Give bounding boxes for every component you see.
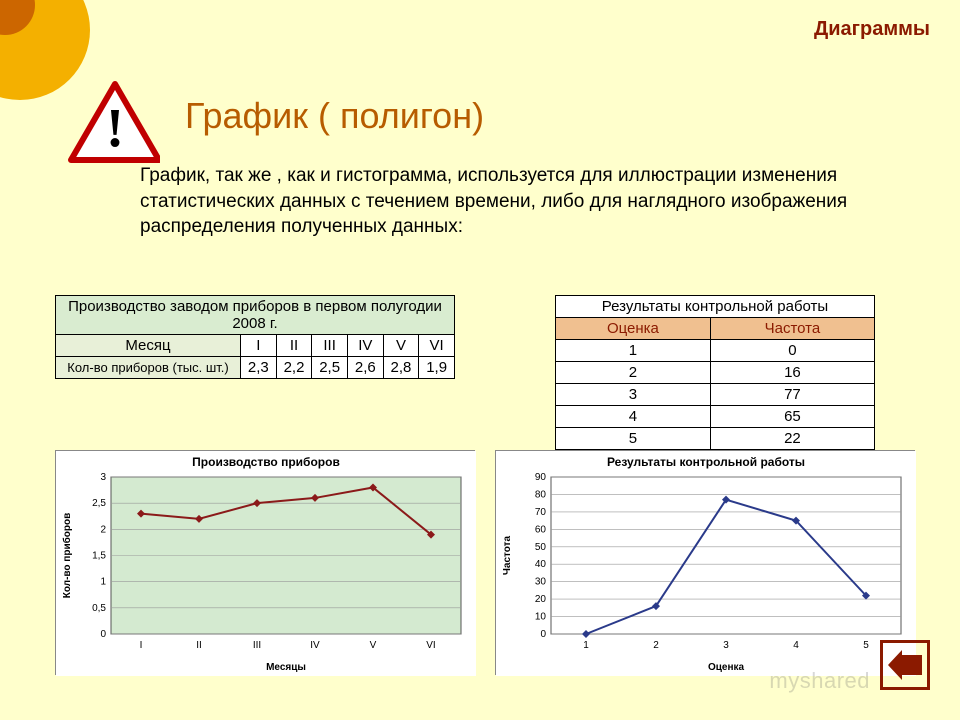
table2-caption: Результаты контрольной работы bbox=[556, 296, 875, 318]
table1-r1c3: III bbox=[312, 335, 348, 357]
table1-r2c1: 2,3 bbox=[241, 357, 277, 379]
svg-text:20: 20 bbox=[535, 594, 547, 605]
table1-r2c5: 2,8 bbox=[383, 357, 419, 379]
svg-text:Частота: Частота bbox=[502, 535, 513, 575]
table1-r2c4: 2,6 bbox=[347, 357, 383, 379]
svg-text:1: 1 bbox=[100, 577, 106, 588]
t2r2a: 2 bbox=[556, 362, 711, 384]
svg-text:Кол-во приборов: Кол-во приборов bbox=[61, 513, 73, 599]
svg-text:5: 5 bbox=[863, 640, 869, 651]
svg-text:2: 2 bbox=[100, 524, 106, 535]
table1-r1c2: II bbox=[276, 335, 312, 357]
production-chart: 00,511,522,53IIIIIIIVVVIПроизводство при… bbox=[55, 450, 475, 675]
tables-row: Производство заводом приборов в первом п… bbox=[55, 295, 925, 450]
t2r3a: 3 bbox=[556, 384, 711, 406]
table1-r1c5: V bbox=[383, 335, 419, 357]
svg-text:Месяцы: Месяцы bbox=[266, 662, 306, 673]
svg-text:3: 3 bbox=[723, 640, 729, 651]
results-chart: 0 10 20 30 40 50 60 70 80 90 1 2 3 4 5 Результаты контр… bbox=[495, 450, 915, 675]
page-title: График ( полигон) bbox=[185, 95, 484, 137]
svg-text:Оценка: Оценка bbox=[708, 662, 745, 673]
table1-caption: Производство заводом приборов в первом п… bbox=[56, 296, 455, 335]
t2r2b: 16 bbox=[710, 362, 874, 384]
svg-text:10: 10 bbox=[535, 612, 547, 623]
arrow-left-icon bbox=[888, 650, 922, 680]
charts-row: 00,511,522,53IIIIIIIVVVIПроизводство при… bbox=[55, 450, 915, 675]
description-paragraph: График, так же , как и гистограмма, испо… bbox=[140, 163, 910, 240]
production-table: Производство заводом приборов в первом п… bbox=[55, 295, 455, 379]
table1-r1c4: IV bbox=[347, 335, 383, 357]
results-table: Результаты контрольной работы Оценка Час… bbox=[555, 295, 875, 450]
svg-text:I: I bbox=[140, 640, 143, 651]
svg-text:40: 40 bbox=[535, 559, 547, 570]
svg-text:IV: IV bbox=[310, 640, 320, 651]
back-button[interactable] bbox=[880, 640, 930, 690]
table2-col2-label: Частота bbox=[710, 318, 874, 340]
svg-text:II: II bbox=[196, 640, 202, 651]
svg-text:80: 80 bbox=[535, 489, 547, 500]
table1-r2c6: 1,9 bbox=[419, 357, 455, 379]
table1-r2c3: 2,5 bbox=[312, 357, 348, 379]
table1-r1c1: I bbox=[241, 335, 277, 357]
svg-text:2: 2 bbox=[653, 640, 659, 651]
svg-text:4: 4 bbox=[793, 640, 799, 651]
table1-row2-label: Кол-во приборов (тыс. шт.) bbox=[56, 357, 241, 379]
t2r1a: 1 bbox=[556, 340, 711, 362]
svg-text:V: V bbox=[370, 640, 377, 651]
topic-label: Диаграммы bbox=[814, 18, 930, 41]
t2r4b: 65 bbox=[710, 406, 874, 428]
svg-text:Результаты контрольной работы: Результаты контрольной работы bbox=[607, 455, 805, 469]
svg-text:!: ! bbox=[106, 97, 124, 158]
svg-text:30: 30 bbox=[535, 577, 547, 588]
svg-text:2,5: 2,5 bbox=[92, 498, 106, 509]
t2r5b: 22 bbox=[710, 428, 874, 450]
table1-r1c6: VI bbox=[419, 335, 455, 357]
table1-r2c2: 2,2 bbox=[276, 357, 312, 379]
svg-text:3: 3 bbox=[100, 472, 106, 483]
svg-text:1: 1 bbox=[583, 640, 589, 651]
table1-row1-label: Месяц bbox=[56, 335, 241, 357]
t2r1b: 0 bbox=[710, 340, 874, 362]
svg-text:0: 0 bbox=[100, 629, 106, 640]
svg-text:Производство приборов: Производство приборов bbox=[192, 455, 340, 469]
svg-text:0,5: 0,5 bbox=[92, 603, 106, 614]
svg-text:III: III bbox=[253, 640, 261, 651]
svg-text:90: 90 bbox=[535, 472, 547, 483]
svg-text:50: 50 bbox=[535, 542, 547, 553]
svg-text:1,5: 1,5 bbox=[92, 551, 106, 562]
t2r4a: 4 bbox=[556, 406, 711, 428]
warning-icon: ! bbox=[65, 80, 160, 170]
svg-text:0: 0 bbox=[540, 629, 546, 640]
svg-text:VI: VI bbox=[426, 640, 435, 651]
table2-col1-label: Оценка bbox=[556, 318, 711, 340]
svg-text:70: 70 bbox=[535, 507, 547, 518]
svg-text:60: 60 bbox=[535, 524, 547, 535]
t2r3b: 77 bbox=[710, 384, 874, 406]
t2r5a: 5 bbox=[556, 428, 711, 450]
